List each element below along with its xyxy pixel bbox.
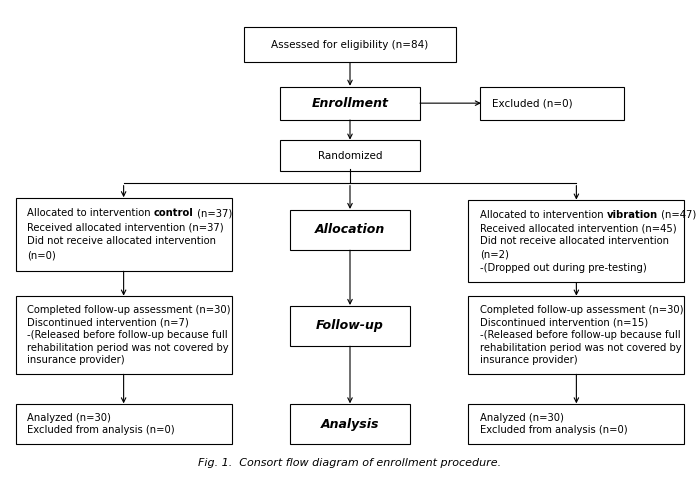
FancyBboxPatch shape [290,404,410,444]
FancyBboxPatch shape [280,141,420,171]
FancyBboxPatch shape [290,210,410,250]
Text: -(Released before follow-up because full: -(Released before follow-up because full [480,330,680,340]
Text: Allocated to intervention: Allocated to intervention [480,210,607,220]
Text: (n=0): (n=0) [27,250,56,261]
FancyBboxPatch shape [480,87,624,120]
FancyBboxPatch shape [468,200,685,282]
Text: Fig. 1.  Consort flow diagram of enrollment procedure.: Fig. 1. Consort flow diagram of enrollme… [198,457,502,467]
Text: Discontinued intervention (n=15): Discontinued intervention (n=15) [480,317,648,327]
Text: Received allocated intervention (n=37): Received allocated intervention (n=37) [27,222,224,232]
Text: Completed follow-up assessment (n=30): Completed follow-up assessment (n=30) [27,305,231,315]
FancyBboxPatch shape [280,87,420,120]
Text: Assessed for eligibility (n=84): Assessed for eligibility (n=84) [272,40,428,50]
Text: Allocated to intervention: Allocated to intervention [27,208,154,218]
Text: (n=37): (n=37) [194,208,232,218]
FancyBboxPatch shape [290,306,410,346]
Text: Allocation: Allocation [315,223,385,236]
Text: insurance provider): insurance provider) [480,355,578,365]
Text: Follow-up: Follow-up [316,319,384,332]
Text: Analyzed (n=30): Analyzed (n=30) [27,413,111,423]
Text: Completed follow-up assessment (n=30): Completed follow-up assessment (n=30) [480,305,683,315]
FancyBboxPatch shape [15,404,232,444]
Text: Did not receive allocated intervention: Did not receive allocated intervention [27,237,216,246]
FancyBboxPatch shape [244,27,456,62]
Text: (n=2): (n=2) [480,250,509,260]
FancyBboxPatch shape [468,404,685,444]
Text: Excluded (n=0): Excluded (n=0) [492,98,573,108]
Text: (n=47): (n=47) [658,210,696,220]
FancyBboxPatch shape [15,198,232,271]
Text: Did not receive allocated intervention: Did not receive allocated intervention [480,236,669,246]
Text: Received allocated intervention (n=45): Received allocated intervention (n=45) [480,223,677,233]
Text: Analyzed (n=30): Analyzed (n=30) [480,413,564,423]
Text: -(Dropped out during pre-testing): -(Dropped out during pre-testing) [480,263,647,273]
Text: vibration: vibration [607,210,658,220]
Text: Enrollment: Enrollment [312,97,388,109]
FancyBboxPatch shape [15,296,232,374]
Text: Excluded from analysis (n=0): Excluded from analysis (n=0) [480,425,628,435]
Text: control: control [154,208,194,218]
FancyBboxPatch shape [468,296,685,374]
Text: Discontinued intervention (n=7): Discontinued intervention (n=7) [27,317,189,327]
Text: Analysis: Analysis [321,418,379,431]
Text: -(Released before follow-up because full: -(Released before follow-up because full [27,330,228,340]
Text: rehabilitation period was not covered by: rehabilitation period was not covered by [480,343,682,353]
Text: Randomized: Randomized [318,151,382,161]
Text: Excluded from analysis (n=0): Excluded from analysis (n=0) [27,425,175,435]
Text: insurance provider): insurance provider) [27,355,125,365]
Text: rehabilitation period was not covered by: rehabilitation period was not covered by [27,343,229,353]
